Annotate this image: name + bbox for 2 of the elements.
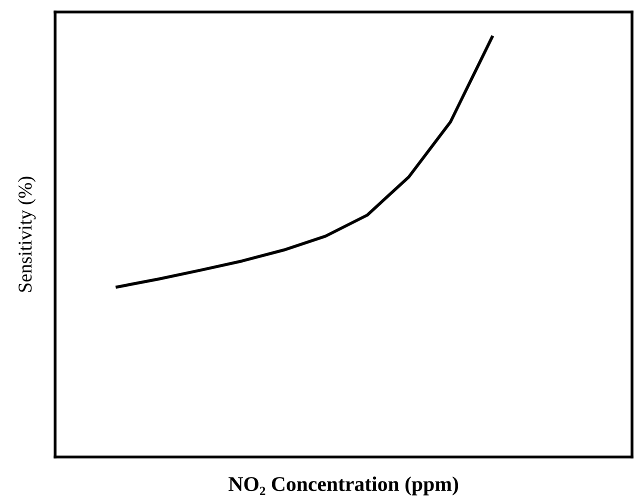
y-axis-title: Sensitivity (%) (18, 176, 36, 292)
x-axis-title: NO₂ Concentration (ppm) (228, 476, 458, 496)
